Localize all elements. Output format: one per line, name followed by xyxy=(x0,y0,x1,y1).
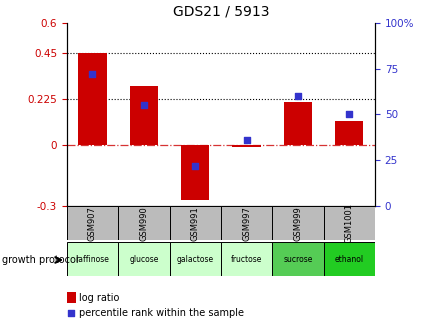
Bar xyxy=(67,242,118,276)
Point xyxy=(345,112,352,117)
Text: GSM1001: GSM1001 xyxy=(344,203,353,243)
Bar xyxy=(323,206,374,240)
Text: ethanol: ethanol xyxy=(334,255,363,264)
Title: GDS21 / 5913: GDS21 / 5913 xyxy=(172,5,268,19)
Text: galactose: galactose xyxy=(176,255,213,264)
Bar xyxy=(272,206,323,240)
Bar xyxy=(169,242,220,276)
Bar xyxy=(323,242,374,276)
Text: growth protocol: growth protocol xyxy=(2,255,79,265)
Bar xyxy=(221,242,272,276)
Bar xyxy=(283,102,311,145)
Bar xyxy=(118,206,169,240)
Bar xyxy=(78,53,106,145)
Text: GSM907: GSM907 xyxy=(88,206,97,241)
Bar xyxy=(118,242,169,276)
Text: glucose: glucose xyxy=(129,255,158,264)
Bar xyxy=(129,86,158,145)
Text: GSM999: GSM999 xyxy=(293,206,302,241)
Bar xyxy=(67,206,118,240)
Text: percentile rank within the sample: percentile rank within the sample xyxy=(79,308,244,318)
Text: raffinose: raffinose xyxy=(75,255,109,264)
Bar xyxy=(335,121,362,145)
Bar xyxy=(67,292,76,303)
Bar xyxy=(221,206,272,240)
Text: GSM991: GSM991 xyxy=(190,206,199,241)
Text: fructose: fructose xyxy=(230,255,261,264)
Text: log ratio: log ratio xyxy=(79,293,120,302)
Bar xyxy=(181,145,209,200)
Text: GSM997: GSM997 xyxy=(242,206,251,241)
Point xyxy=(191,163,198,168)
Point xyxy=(243,137,249,143)
Bar xyxy=(272,242,323,276)
Text: sucrose: sucrose xyxy=(283,255,312,264)
Bar xyxy=(169,206,220,240)
Point xyxy=(68,311,74,316)
Point xyxy=(140,103,147,108)
Text: GSM990: GSM990 xyxy=(139,206,148,241)
Point xyxy=(89,72,96,77)
Point xyxy=(294,94,301,99)
Bar xyxy=(232,145,260,147)
